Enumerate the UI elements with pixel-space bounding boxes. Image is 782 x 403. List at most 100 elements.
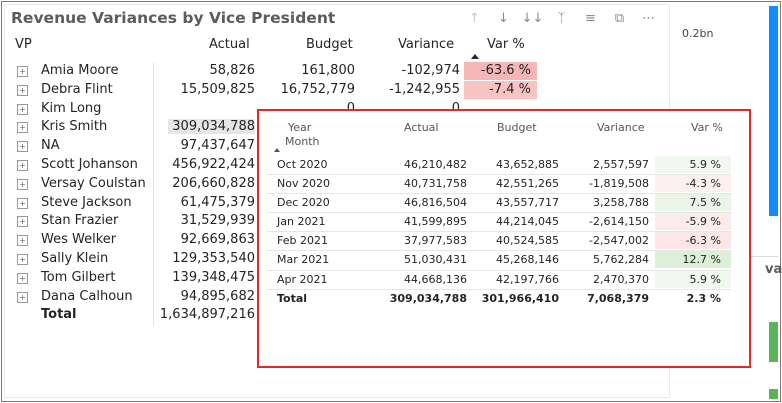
expand-icon[interactable]: + xyxy=(17,84,28,96)
arrow-up-icon[interactable]: ↑ xyxy=(469,11,480,26)
table-row[interactable]: + Debra Flint 15,509,825 16,752,779 -1,242,9… xyxy=(5,80,545,100)
tooltip-actual: 40,731,758 xyxy=(404,177,467,191)
expand-icon[interactable]: + xyxy=(17,216,28,228)
vp-name: Sally Klein xyxy=(41,250,109,266)
tooltip-header-budget: Budget xyxy=(497,121,537,134)
cell-actual: 92,669,863 xyxy=(180,232,255,248)
tooltip-var-pct: 5.9 % xyxy=(655,270,731,288)
tooltip-budget: 44,214,045 xyxy=(496,215,559,229)
expand-icon[interactable]: + xyxy=(17,66,28,77)
tooltip-row: Mar 2021 51,030,431 45,268,146 5,762,284 12.… xyxy=(267,251,731,271)
cell-var-pct: -7.4 % xyxy=(464,80,537,99)
column-header-vp[interactable]: VP xyxy=(15,37,32,52)
tooltip-month: Jan 2021 xyxy=(277,215,326,229)
column-header-budget[interactable]: Budget xyxy=(306,37,353,52)
expand-icon[interactable]: + xyxy=(17,141,28,153)
tooltip-budget: 43,652,885 xyxy=(496,158,559,171)
tooltip-month: Feb 2021 xyxy=(277,234,328,248)
cell-variance: 0 xyxy=(452,101,460,116)
column-header-var-pct[interactable]: Var % xyxy=(487,37,525,52)
arrow-down-icon[interactable]: ↓ xyxy=(498,11,509,26)
cell-actual: 206,660,828 xyxy=(172,175,255,191)
tooltip-total-variance: 7,068,379 xyxy=(587,291,649,305)
tooltip-row: Feb 2021 37,977,583 40,524,585 -2,547,002 -6… xyxy=(267,232,731,252)
tooltip-total-actual: 309,034,788 xyxy=(389,291,467,305)
table-row[interactable]: + Versay Coulstan 206,660,828 xyxy=(5,175,545,194)
tooltip-row: Dec 2020 46,816,504 43,557,717 3,258,788 7.5… xyxy=(267,194,731,214)
visual-title: Revenue Variances by Vice President xyxy=(11,9,336,27)
tooltip-rows: Oct 2020 46,210,482 43,652,885 2,557,597 5.9… xyxy=(267,156,731,308)
chart-bar[interactable] xyxy=(769,322,778,362)
cell-actual: 456,922,424 xyxy=(172,156,255,172)
axis-label: 0.2bn xyxy=(682,27,714,40)
table-row[interactable]: + Scott Johanson 456,922,424 xyxy=(5,156,545,175)
tooltip-var-pct: 5.9 % xyxy=(655,156,731,173)
expand-icon[interactable]: + xyxy=(17,103,28,115)
tooltip-actual: 46,816,504 xyxy=(404,196,467,210)
report-page-tooltip: Year Month Actual Budget Variance Var % … xyxy=(257,109,751,368)
sort-ascending-icon[interactable] xyxy=(471,54,479,59)
expand-icon[interactable]: + xyxy=(17,272,28,284)
tooltip-variance: 2,557,597 xyxy=(593,158,649,171)
vp-name: Debra Flint xyxy=(41,81,113,97)
chart-bar[interactable] xyxy=(769,389,778,399)
table-row[interactable]: + Stan Frazier 31,529,939 xyxy=(5,212,545,231)
tooltip-var-pct: 7.5 % xyxy=(655,194,731,212)
table-row[interactable]: + Amia Moore 58,826 161,800 -102,974 -63.6 % xyxy=(5,62,545,81)
tooltip-month: Dec 2020 xyxy=(277,196,330,210)
tooltip-header-year: Year xyxy=(288,121,312,134)
tooltip-row: Nov 2020 40,731,758 42,551,265 -1,819,508 -4… xyxy=(267,175,731,195)
table-row[interactable]: + Kim Long 0 0 xyxy=(5,100,545,119)
focus-mode-icon[interactable]: ⧉ xyxy=(614,11,625,26)
expand-icon[interactable]: + xyxy=(17,197,28,209)
vp-name: Amia Moore xyxy=(41,63,119,78)
vp-name: Versay Coulstan xyxy=(41,175,146,191)
tooltip-var-pct: -5.9 % xyxy=(655,213,731,231)
tooltip-total-var-pct: 2.3 % xyxy=(686,291,721,305)
cell-actual: 97,437,647 xyxy=(180,138,255,154)
table-row[interactable]: + Kris Smith 309,034,788 xyxy=(5,118,545,137)
tooltip-actual: 37,977,583 xyxy=(404,234,467,248)
tooltip-month: Oct 2020 xyxy=(277,158,328,171)
tooltip-variance: 5,762,284 xyxy=(593,253,649,267)
tooltip-variance: -1,819,508 xyxy=(589,177,649,191)
tooltip-actual: 41,599,895 xyxy=(404,215,467,229)
vp-name: Stan Frazier xyxy=(41,213,119,229)
vp-name: Tom Gilbert xyxy=(41,269,116,285)
table-row[interactable]: + Steve Jackson 61,475,379 xyxy=(5,194,545,213)
cell-variance: -102,974 xyxy=(401,63,460,78)
fork-icon[interactable]: ᛉ xyxy=(557,11,566,26)
chart-bar[interactable] xyxy=(769,6,778,216)
cell-actual: 58,826 xyxy=(209,63,256,78)
vp-name: Dana Calhoun xyxy=(41,288,133,304)
tooltip-total-label: Total xyxy=(277,291,308,305)
expand-icon[interactable]: + xyxy=(17,159,28,171)
tooltip-budget: 43,557,717 xyxy=(496,196,559,210)
column-header-variance[interactable]: Variance xyxy=(398,37,455,52)
tooltip-var-pct: -4.3 % xyxy=(655,175,731,193)
table-row[interactable]: + NA 97,437,647 xyxy=(5,137,545,156)
table-row[interactable]: + Wes Welker 92,669,863 xyxy=(5,231,545,250)
total-label: Total xyxy=(41,307,77,323)
tooltip-actual: 44,668,136 xyxy=(404,272,467,286)
expand-icon[interactable]: + xyxy=(17,253,28,265)
filter-icon[interactable]: ≡ xyxy=(585,11,596,26)
table-row[interactable]: + Sally Klein 129,353,540 xyxy=(5,250,545,269)
expand-icon[interactable]: + xyxy=(17,291,28,303)
cell-variance: -1,242,955 xyxy=(389,81,460,97)
table-row[interactable]: + Dana Calhoun 94,895,682 xyxy=(5,288,545,307)
visual-header-toolbar: ↑ ↓ ↓↓ ᛉ ≡ ⧉ ⋯ xyxy=(460,11,663,27)
column-header-actual[interactable]: Actual xyxy=(209,37,250,52)
expand-icon[interactable]: + xyxy=(17,235,28,247)
expand-icon[interactable]: + xyxy=(17,122,28,134)
tooltip-var-pct: 12.7 % xyxy=(655,251,731,269)
tooltip-total-row: Total 309,034,788 301,966,410 7,068,379 2.3 … xyxy=(267,290,731,308)
vp-name: Wes Welker xyxy=(41,232,117,248)
cell-actual: 309,034,788 xyxy=(168,119,255,135)
double-arrow-down-icon[interactable]: ↓↓ xyxy=(521,11,544,26)
cell-actual: 15,509,825 xyxy=(180,81,255,97)
table-row[interactable]: + Tom Gilbert 139,348,475 xyxy=(5,269,545,288)
more-options-icon[interactable]: ⋯ xyxy=(642,11,655,26)
expand-icon[interactable]: + xyxy=(17,178,28,190)
